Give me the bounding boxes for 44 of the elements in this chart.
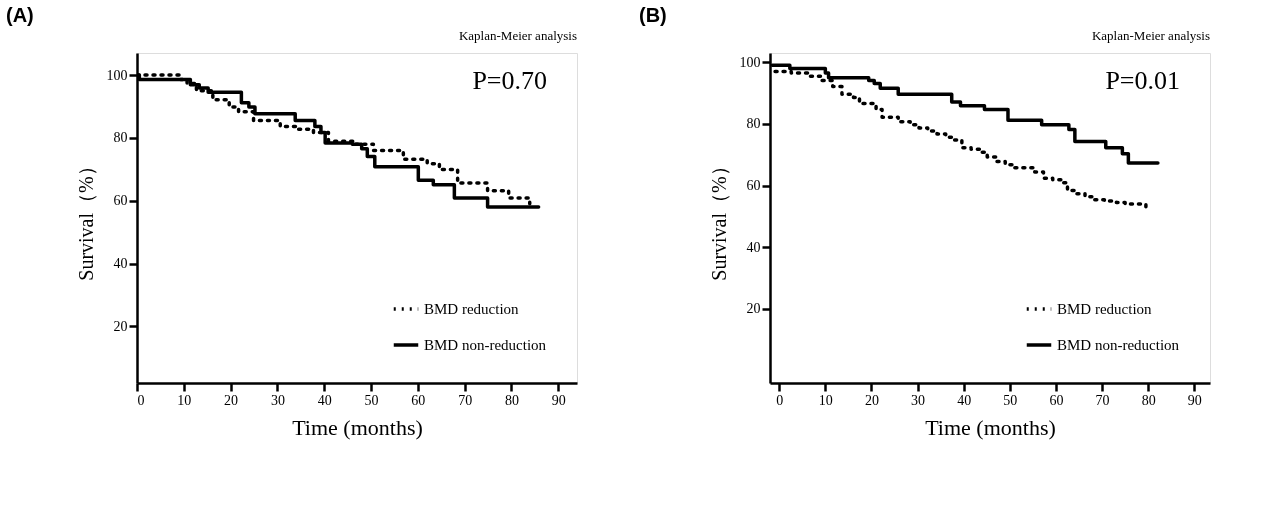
y-tick-label: 40: [113, 256, 128, 272]
y-axis-title: Survival（%）: [707, 156, 730, 281]
y-tick-label: 60: [746, 178, 761, 194]
y-tick-label: 80: [113, 130, 128, 146]
text: Kaplan-Meier analysis: [1091, 28, 1210, 43]
x-tick-label: 20: [224, 392, 239, 408]
legend-label: BMD non-reduction: [424, 337, 547, 353]
x-tick-label: 10: [177, 392, 192, 408]
text: Kaplan-Meier analysis: [458, 28, 577, 43]
y-tick-label: 100: [106, 67, 128, 83]
chart-title: (A): [6, 4, 34, 26]
annotation: P=0.70: [472, 66, 547, 95]
y-tick-label: 80: [746, 116, 761, 132]
x-tick-label: 70: [458, 392, 473, 408]
x-tick-label: 30: [270, 392, 285, 408]
x-tick-label: 20: [864, 392, 879, 408]
x-tick-label: 0: [137, 392, 145, 408]
x-tick-label: 80: [504, 392, 519, 408]
x-tick-label: 80: [1141, 392, 1156, 408]
x-tick-label: 10: [818, 392, 833, 408]
annotation: P=0.01: [1105, 66, 1180, 95]
x-tick-label: 50: [364, 392, 379, 408]
y-tick-label: 20: [746, 301, 761, 317]
x-tick-label: 60: [1049, 392, 1064, 408]
x-tick-label: 0: [776, 392, 784, 408]
x-tick-label: 90: [551, 392, 566, 408]
y-tick-label: 20: [113, 318, 128, 334]
x-tick-label: 40: [957, 392, 972, 408]
y-axis-title: Survival（%）: [74, 156, 97, 281]
x-tick-label: 50: [1003, 392, 1018, 408]
y-tick-label: 40: [746, 239, 761, 255]
x-tick-label: 70: [1095, 392, 1110, 408]
x-tick-label: 90: [1187, 392, 1202, 408]
legend-label: BMD non-reduction: [1057, 337, 1180, 353]
x-axis-title: Time (months): [925, 414, 1056, 440]
x-tick-label: 60: [411, 392, 426, 408]
x-tick-label: 40: [317, 392, 332, 408]
legend-label: BMD reduction: [424, 301, 520, 317]
x-tick-label: 30: [911, 392, 926, 408]
y-tick-label: 60: [113, 193, 128, 209]
x-axis-title: Time (months): [292, 414, 423, 440]
y-tick-label: 100: [739, 54, 761, 70]
legend-label: BMD reduction: [1057, 301, 1153, 317]
chart-title: (B): [639, 4, 667, 26]
